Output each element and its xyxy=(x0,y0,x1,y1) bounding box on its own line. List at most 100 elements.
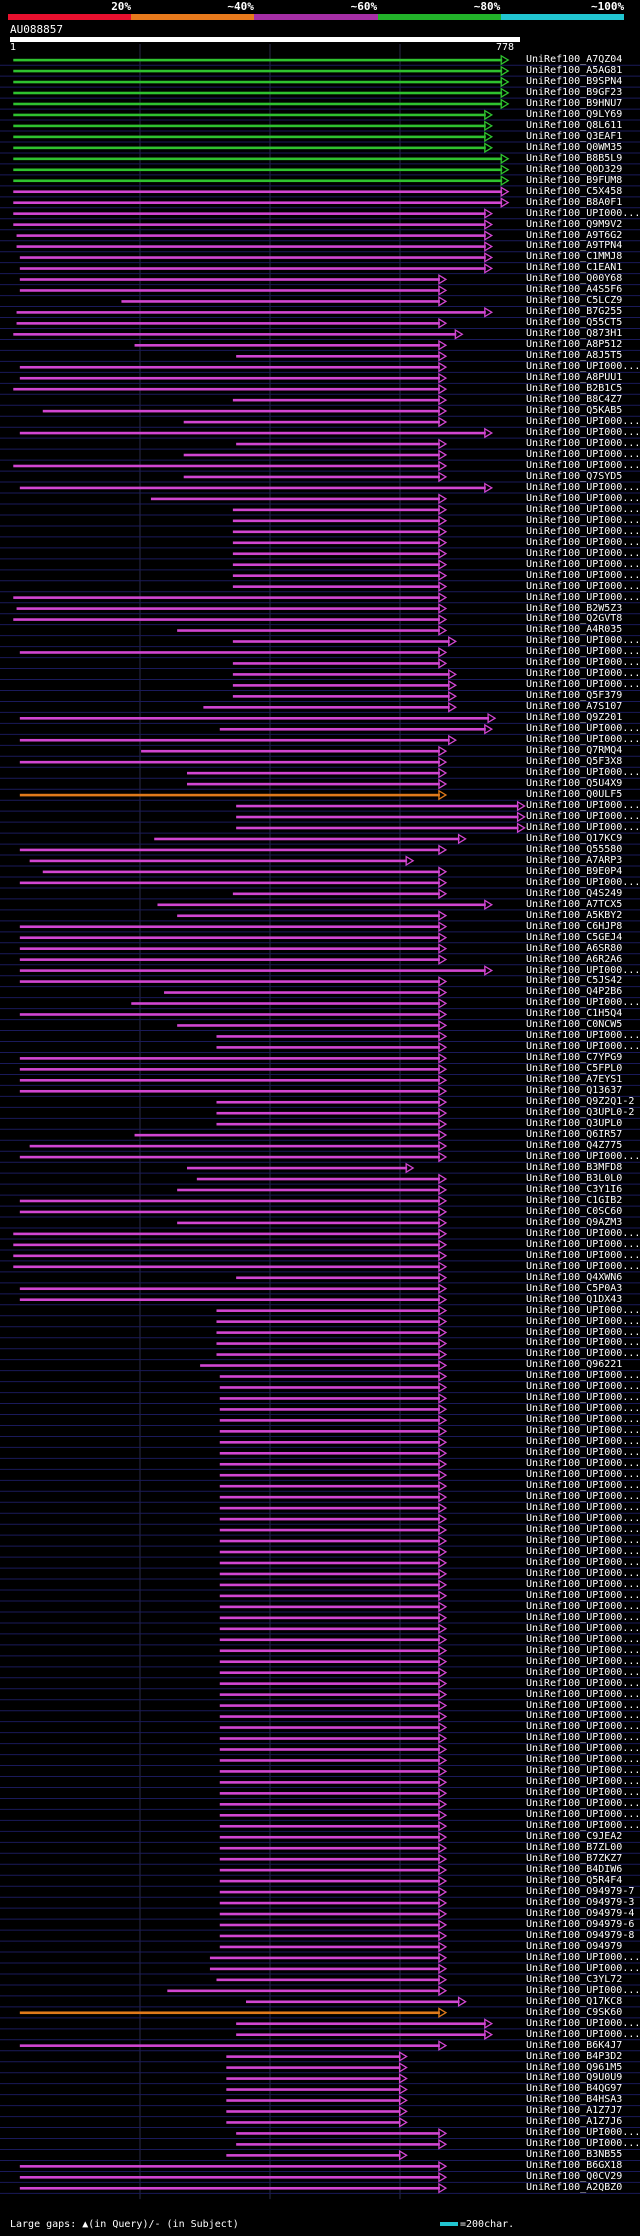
hit-label[interactable]: UniRef100_UPI000... xyxy=(526,1589,640,1601)
hit-label[interactable]: UniRef100_Q5U4X9 xyxy=(526,778,623,790)
hit-label[interactable]: UniRef100_UPI000... xyxy=(526,426,640,438)
hit-label[interactable]: UniRef100_UPI000... xyxy=(526,1600,640,1612)
hit-label[interactable]: UniRef100_UPI000... xyxy=(526,1622,640,1634)
hit-label[interactable]: UniRef100_UPI000... xyxy=(526,1688,640,1700)
hit-label[interactable]: UniRef100_B8A0F1 xyxy=(526,196,623,208)
hit-label[interactable]: UniRef100_UPI000... xyxy=(526,1644,640,1656)
hit-label[interactable]: UniRef100_A5AG81 xyxy=(526,64,623,76)
hit-label[interactable]: UniRef100_O94979-4 xyxy=(526,1907,635,1919)
hit-label[interactable]: UniRef100_UPI000... xyxy=(526,1776,640,1788)
hit-label[interactable]: UniRef100_UPI000... xyxy=(526,580,640,592)
hit-label[interactable]: UniRef100_UPI000... xyxy=(526,1480,640,1492)
hit-label[interactable]: UniRef100_A5KBY2 xyxy=(526,909,623,921)
hit-label[interactable]: UniRef100_UPI000... xyxy=(526,591,640,603)
hit-label[interactable]: UniRef100_UPI000... xyxy=(526,668,640,680)
hit-label[interactable]: UniRef100_B9HNU7 xyxy=(526,97,623,109)
hit-label[interactable]: UniRef100_UPI000... xyxy=(526,1403,640,1415)
hit-label[interactable]: UniRef100_UPI000... xyxy=(526,1414,640,1426)
hit-label[interactable]: UniRef100_C7YPG9 xyxy=(526,1052,623,1064)
hit-label[interactable]: UniRef100_A1Z7J7 xyxy=(526,2105,623,2117)
hit-label[interactable]: UniRef100_Q9LY69 xyxy=(526,108,623,120)
hit-label[interactable]: UniRef100_Q96221 xyxy=(526,1359,623,1371)
hit-label[interactable]: UniRef100_UPI000... xyxy=(526,1337,640,1349)
hit-label[interactable]: UniRef100_C0SC60 xyxy=(526,1205,623,1217)
hit-label[interactable]: UniRef100_Q4S249 xyxy=(526,887,623,899)
hit-label[interactable]: UniRef100_C9JEA2 xyxy=(526,1831,623,1843)
hit-label[interactable]: UniRef100_UPI000... xyxy=(526,1381,640,1393)
hit-label[interactable]: UniRef100_B4DIW6 xyxy=(526,1864,623,1876)
hit-label[interactable]: UniRef100_C1GIB2 xyxy=(526,1194,623,1206)
hit-label[interactable]: UniRef100_B7G255 xyxy=(526,306,623,318)
hit-label[interactable]: UniRef100_Q0D329 xyxy=(526,163,623,175)
hit-label[interactable]: UniRef100_Q3UPL0 xyxy=(526,1118,623,1130)
hit-label[interactable]: UniRef100_UPI000... xyxy=(526,1030,640,1042)
hit-label[interactable]: UniRef100_UPI000... xyxy=(526,1820,640,1832)
hit-label[interactable]: UniRef100_A7S107 xyxy=(526,701,623,713)
hit-label[interactable]: UniRef100_UPI000... xyxy=(526,1348,640,1360)
hit-label[interactable]: UniRef100_UPI000... xyxy=(526,1151,640,1162)
hit-label[interactable]: UniRef100_UPI000... xyxy=(526,1951,640,1963)
hit-label[interactable]: UniRef100_Q2GVT8 xyxy=(526,613,623,625)
hit-label[interactable]: UniRef100_UPI000... xyxy=(526,437,640,449)
hit-label[interactable]: UniRef100_A7TCX5 xyxy=(526,898,623,910)
hit-label[interactable]: UniRef100_UPI000... xyxy=(526,1447,640,1459)
hit-label[interactable]: UniRef100_B3L0L0 xyxy=(526,1172,623,1184)
hit-label[interactable]: UniRef100_A4R035 xyxy=(526,624,623,636)
hit-label[interactable]: UniRef100_C1MMJ8 xyxy=(526,251,623,263)
hit-label[interactable]: UniRef100_UPI000... xyxy=(526,1984,640,1996)
hit-label[interactable]: UniRef100_A8PUU1 xyxy=(526,372,623,384)
hit-label[interactable]: UniRef100_UPI000... xyxy=(526,1502,640,1514)
hit-label[interactable]: UniRef100_UPI000... xyxy=(526,1699,640,1711)
hit-label[interactable]: UniRef100_UPI000... xyxy=(526,207,640,219)
hit-label[interactable]: UniRef100_A7EYS1 xyxy=(526,1074,623,1086)
hit-label[interactable]: UniRef100_UPI000... xyxy=(526,1633,640,1645)
hit-label[interactable]: UniRef100_C6HJP8 xyxy=(526,920,623,932)
hit-label[interactable]: UniRef100_UPI000... xyxy=(526,1469,640,1481)
hit-label[interactable]: UniRef100_UPI000... xyxy=(526,514,640,526)
hit-label[interactable]: UniRef100_UPI000... xyxy=(526,1304,640,1316)
hit-label[interactable]: UniRef100_B7ZKZ7 xyxy=(526,1853,623,1865)
hit-label[interactable]: UniRef100_UPI000... xyxy=(526,1611,640,1623)
hit-label[interactable]: UniRef100_Q4P2B6 xyxy=(526,986,623,998)
hit-label[interactable]: UniRef100_Q17KC8 xyxy=(526,1995,623,2007)
hit-label[interactable]: UniRef100_A8J5T5 xyxy=(526,350,623,362)
hit-label[interactable]: UniRef100_UPI000... xyxy=(526,1743,640,1755)
hit-label[interactable]: UniRef100_Q9Z201 xyxy=(526,712,623,724)
hit-label[interactable]: UniRef100_C5JS42 xyxy=(526,975,623,987)
hit-label[interactable]: UniRef100_UPI000... xyxy=(526,1326,640,1338)
hit-label[interactable]: UniRef100_UPI000... xyxy=(526,481,640,493)
hit-label[interactable]: UniRef100_UPI000... xyxy=(526,1721,640,1733)
hit-label[interactable]: UniRef100_Q0ULF5 xyxy=(526,788,623,800)
hit-label[interactable]: UniRef100_Q7SYD5 xyxy=(526,470,623,482)
hit-label[interactable]: UniRef100_Q7RMQ4 xyxy=(526,745,623,757)
hit-label[interactable]: UniRef100_C5GEJ4 xyxy=(526,931,623,943)
hit-label[interactable]: UniRef100_UPI000... xyxy=(526,964,640,976)
hit-label[interactable]: UniRef100_UPI000... xyxy=(526,810,640,822)
hit-label[interactable]: UniRef100_UPI000... xyxy=(526,1491,640,1503)
hit-label[interactable]: UniRef100_UPI000... xyxy=(526,416,640,427)
hit-label[interactable]: UniRef100_Q3EAF1 xyxy=(526,130,623,142)
hit-label[interactable]: UniRef100_UPI000... xyxy=(526,1523,640,1535)
hit-label[interactable]: UniRef100_UPI000... xyxy=(526,459,640,471)
hit-label[interactable]: UniRef100_UPI000... xyxy=(526,1370,640,1382)
hit-label[interactable]: UniRef100_UPI000... xyxy=(526,767,640,779)
hit-label[interactable]: UniRef100_C5X458 xyxy=(526,185,623,197)
hit-label[interactable]: UniRef100_UPI000... xyxy=(526,1249,640,1261)
hit-label[interactable]: UniRef100_UPI000... xyxy=(526,503,640,515)
hit-label[interactable]: UniRef100_Q55580 xyxy=(526,843,623,855)
hit-label[interactable]: UniRef100_Q5F379 xyxy=(526,690,623,702)
hit-label[interactable]: UniRef100_B9E0P4 xyxy=(526,865,623,877)
hit-label[interactable]: UniRef100_C0NCW5 xyxy=(526,1019,623,1031)
hit-label[interactable]: UniRef100_A9T6G2 xyxy=(526,229,623,241)
hit-label[interactable]: UniRef100_UPI000... xyxy=(526,723,640,735)
hit-label[interactable]: UniRef100_B6GX18 xyxy=(526,2160,623,2172)
hit-label[interactable]: UniRef100_B4HSA3 xyxy=(526,2094,623,2106)
hit-label[interactable]: UniRef100_UPI000... xyxy=(526,1436,640,1448)
hit-label[interactable]: UniRef100_Q9AZM3 xyxy=(526,1216,623,1228)
hit-label[interactable]: UniRef100_Q3UPL0-2 xyxy=(526,1107,635,1119)
hit-label[interactable]: UniRef100_UPI000... xyxy=(526,1534,640,1546)
hit-label[interactable]: UniRef100_UPI000... xyxy=(526,734,640,746)
hit-label[interactable]: UniRef100_UPI000... xyxy=(526,2138,640,2150)
hit-label[interactable]: UniRef100_C5FPL0 xyxy=(526,1063,623,1075)
hit-label[interactable]: UniRef100_A7QZ04 xyxy=(526,54,623,65)
